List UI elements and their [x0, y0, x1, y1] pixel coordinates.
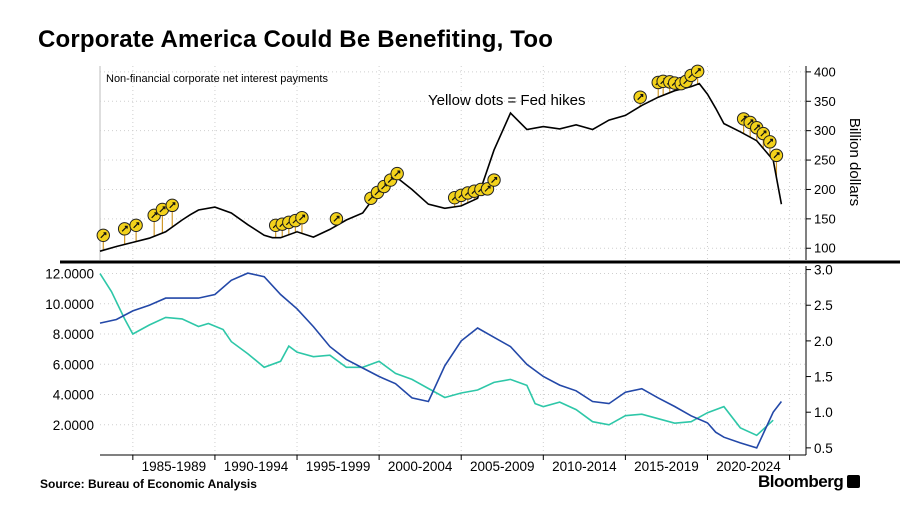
fed-hike-arrow-icon — [484, 185, 491, 192]
x-tick-label: 1985-1989 — [142, 459, 207, 474]
x-axis-ticks: 1985-1989 1990-1994 1995-1999 2000-2004 2005… — [132, 455, 791, 474]
brand-name: Bloomberg — [758, 472, 844, 491]
top-y-tick-label: 200 — [814, 182, 836, 197]
x-tick-label: 2020-2024 — [716, 459, 781, 474]
left-y-tick-label: 6.0000 — [53, 357, 94, 372]
x-tick-label: 2005-2009 — [470, 459, 535, 474]
top-y-tick-label: 100 — [814, 241, 836, 256]
x-tick-label: 2000-2004 — [388, 459, 453, 474]
fed-hike-arrow-icon — [491, 176, 498, 183]
teal-series-line — [99, 273, 774, 437]
right-y-tick-label: 0.5 — [814, 441, 833, 456]
right-y-tick-label: 2.5 — [814, 298, 833, 313]
x-tick-label: 1995-1999 — [306, 459, 371, 474]
interest-payments-line — [99, 82, 783, 252]
fed-hike-arrow-icon — [766, 138, 773, 145]
fed-hikes-annotation: Yellow dots = Fed hikes — [428, 92, 585, 109]
right-y-tick-label: 1.0 — [814, 405, 833, 420]
x-tick-label: 1990-1994 — [224, 459, 289, 474]
bottom-gridlines — [100, 266, 806, 455]
fed-hike-arrow-icon — [694, 68, 701, 75]
top-y-axis-label: Billion dollars — [846, 118, 863, 206]
fed-hike-arrow-icon — [121, 225, 128, 232]
fed-hike-arrow-icon — [159, 206, 166, 213]
top-y-tick-label: 400 — [814, 64, 836, 79]
fed-hike-arrow-icon — [333, 215, 340, 222]
right-y-tick-label: 1.5 — [814, 370, 833, 385]
top-right-ticks: 100 150 200 250 300 350 400 — [806, 64, 836, 256]
fed-hike-arrow-icon — [299, 214, 306, 221]
chart-title: Corporate America Could Be Benefiting, T… — [38, 26, 554, 53]
x-tick-label: 2010-2014 — [552, 459, 617, 474]
top-y-tick-label: 300 — [814, 123, 836, 138]
right-y-tick-label: 3.0 — [814, 263, 833, 278]
left-y-tick-label: 2.0000 — [53, 418, 94, 433]
bottom-right-ticks: 3.0 2.5 2.0 1.5 1.0 0.5 — [806, 263, 833, 456]
top-panel-subtitle: Non-financial corporate net interest pay… — [106, 73, 328, 85]
top-panel: 100 150 200 250 300 350 400 Non-financial corp… — [96, 64, 863, 260]
top-y-tick-label: 350 — [814, 94, 836, 109]
fed-hike-arrow-icon — [753, 124, 760, 131]
x-tick-label: 2015-2019 — [634, 459, 699, 474]
fed-hike-arrow-icon — [773, 152, 780, 159]
fed-hike-arrow-icon — [747, 119, 754, 126]
blue-series-line — [99, 272, 783, 449]
fed-hike-arrow-icon — [100, 232, 107, 239]
source-note: Source: Bureau of Economic Analysis — [40, 477, 257, 491]
fed-hike-dots — [96, 64, 784, 243]
bottom-left-ticks: 12.0000 10.0000 8.0000 6.0000 4.0000 2.0000 — [45, 267, 94, 433]
top-y-tick-label: 150 — [814, 211, 836, 226]
bloomberg-mark-icon — [847, 475, 861, 488]
fed-hike-arrow-icon — [394, 170, 401, 177]
right-y-tick-label: 2.0 — [814, 334, 833, 349]
left-y-tick-label: 4.0000 — [53, 388, 94, 403]
fed-hike-arrow-icon — [133, 222, 140, 229]
fed-hike-arrow-icon — [637, 94, 644, 101]
bottom-panel: 12.0000 10.0000 8.0000 6.0000 4.0000 2.0000 3… — [45, 263, 833, 474]
fed-hike-arrow-icon — [760, 130, 767, 137]
left-y-tick-label: 8.0000 — [53, 327, 94, 342]
left-y-tick-label: 12.0000 — [45, 267, 94, 282]
left-y-tick-label: 10.0000 — [45, 297, 94, 312]
fed-hike-arrow-icon — [169, 202, 176, 209]
bloomberg-logo: Bloomberg — [758, 472, 861, 492]
top-y-tick-label: 250 — [814, 153, 836, 168]
